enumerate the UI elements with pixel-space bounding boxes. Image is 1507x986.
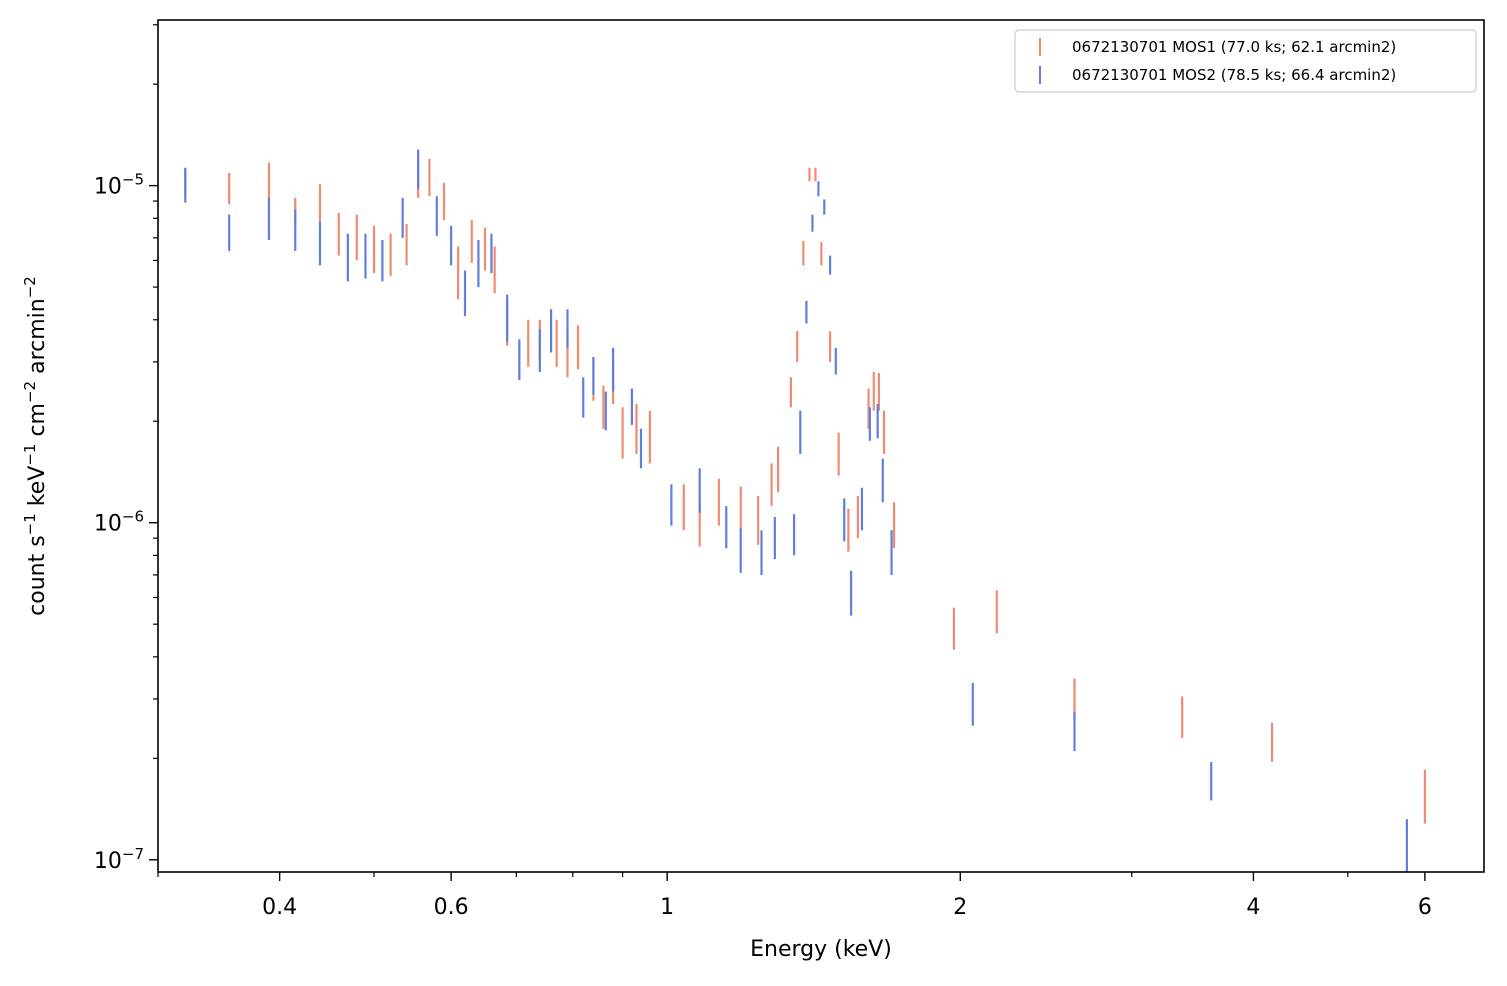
x-tick-label: 1 <box>660 895 674 920</box>
y-label-sup: −2 <box>21 381 39 403</box>
x-tick-label: 4 <box>1246 895 1260 920</box>
plot-frame <box>157 19 1485 873</box>
y-label-sup: −1 <box>21 513 39 535</box>
x-axis-label: Energy (keV) <box>750 937 892 962</box>
y-label-sup: −1 <box>21 444 39 466</box>
x-tick-label: 2 <box>953 895 967 920</box>
legend: 0672130701 MOS1 (77.0 ks; 62.1 arcmin2) … <box>1014 29 1477 93</box>
x-axis-ticks: 0.4 0.6 1 2 4 6 <box>262 872 1432 920</box>
legend-entry-mos1: 0672130701 MOS1 (77.0 ks; 62.1 arcmin2) <box>1072 38 1396 56</box>
y-label-part: keV <box>25 466 50 514</box>
y-axis-label: count s−1 keV−1 cm−2 arcmin−2 <box>21 276 50 616</box>
legend-box <box>1014 29 1477 93</box>
y-tick-label: 10−6 <box>94 508 144 537</box>
series-layer <box>184 149 1426 872</box>
y-tick-base: 10 <box>94 849 122 874</box>
y-tick-base: 10 <box>94 175 122 200</box>
x-tick-label: 0.4 <box>262 895 297 920</box>
y-label-part: arcmin <box>25 298 50 381</box>
y-label-part: cm <box>25 403 50 444</box>
y-tick-base: 10 <box>94 512 122 537</box>
x-tick-label: 6 <box>1418 895 1432 920</box>
series-mos2 <box>184 149 1408 872</box>
y-label-sup: −2 <box>21 276 39 298</box>
y-axis-ticks: 10−510−610−7 <box>94 171 158 874</box>
legend-entry-mos2: 0672130701 MOS2 (78.5 ks; 66.4 arcmin2) <box>1072 66 1396 84</box>
y-tick-label: 10−5 <box>94 171 144 200</box>
minor-ticks <box>153 24 1349 877</box>
y-tick-label: 10−7 <box>94 845 144 874</box>
y-tick-exponent: −5 <box>122 171 144 189</box>
y-tick-exponent: −6 <box>122 508 144 526</box>
x-tick-label: 0.6 <box>434 895 469 920</box>
y-tick-exponent: −7 <box>122 845 144 863</box>
y-label-part: count s <box>25 535 50 616</box>
